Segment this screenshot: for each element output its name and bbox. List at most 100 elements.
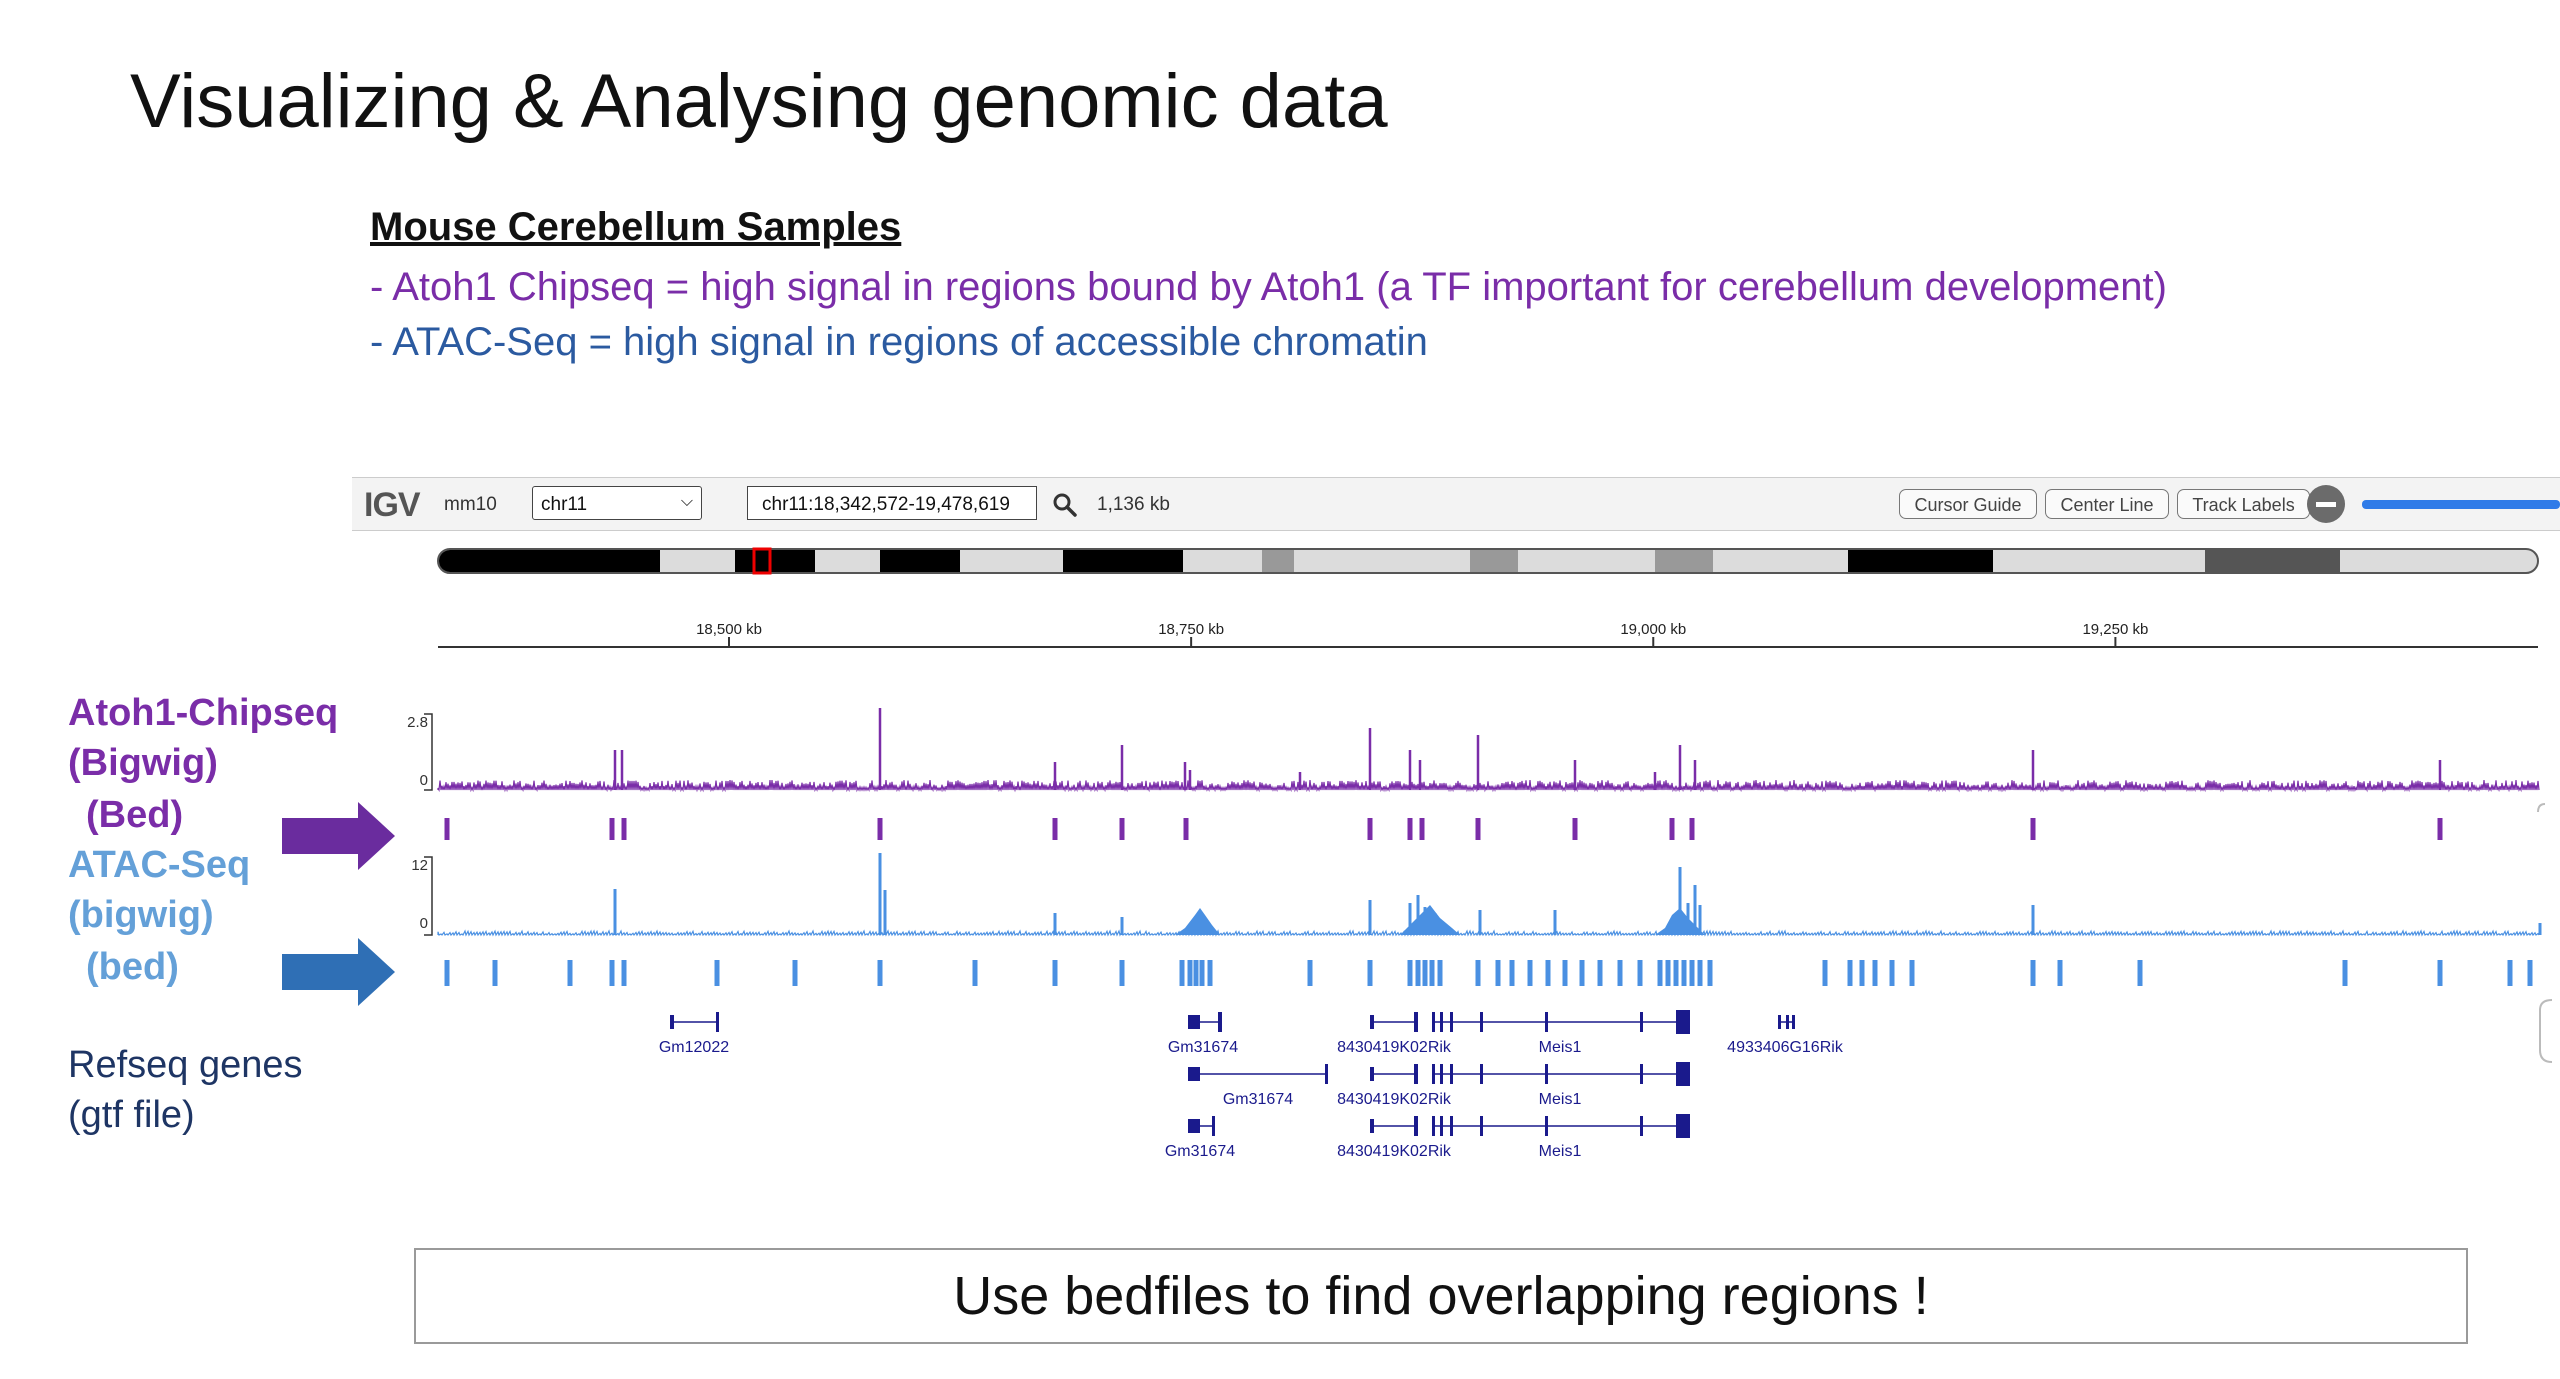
ruler-tick-label: 19,000 kb bbox=[1620, 621, 1686, 638]
atoh1-scale: 2.8 0 bbox=[407, 713, 433, 791]
atoh1-bed-label: (Bed) bbox=[86, 794, 184, 836]
atoh1-bed-feature bbox=[621, 818, 627, 840]
track-labels-button[interactable]: Track Labels bbox=[2177, 489, 2310, 519]
atac-bed-feature bbox=[1681, 960, 1687, 986]
atac-bed-feature bbox=[972, 960, 978, 986]
atac-bed-feature bbox=[1665, 960, 1671, 986]
atac-bed-feature bbox=[1562, 960, 1568, 986]
atoh1-bed-feature bbox=[1183, 818, 1189, 840]
igv-logo: IGV bbox=[364, 486, 421, 524]
gene-exon bbox=[1545, 1012, 1548, 1032]
atoh1-bed-feature bbox=[1419, 818, 1425, 840]
atac-bed-feature bbox=[492, 960, 498, 986]
gene-exon bbox=[1450, 1116, 1453, 1136]
atac-bed-feature bbox=[1509, 960, 1515, 986]
atac-bed-feature bbox=[2057, 960, 2063, 986]
atoh1-bed-track[interactable] bbox=[444, 818, 2443, 840]
slide-title: Visualizing & Analysing genomic data bbox=[130, 59, 1388, 144]
gene-exon bbox=[1414, 1116, 1418, 1136]
atac-bed-feature bbox=[1422, 960, 1428, 986]
gene-label: 8430419K02Rik bbox=[1337, 1143, 1452, 1160]
atac-bed-feature bbox=[1579, 960, 1585, 986]
atac-bed-feature bbox=[877, 960, 883, 986]
purple-arrow-icon bbox=[282, 802, 395, 870]
search-icon[interactable] bbox=[1052, 492, 1078, 518]
atac-bed-feature bbox=[1367, 960, 1373, 986]
zoom-slider[interactable] bbox=[2362, 500, 2560, 509]
atac-scale-max: 12 bbox=[411, 857, 428, 874]
gene-label: Gm31674 bbox=[1223, 1091, 1293, 1108]
chromosome-select[interactable]: chr11 ⌵ bbox=[532, 486, 702, 520]
atoh1-bed-feature bbox=[1475, 818, 1481, 840]
atoh1-bed-feature bbox=[2030, 818, 2036, 840]
gene-exon bbox=[1640, 1116, 1643, 1136]
atac-bed-feature bbox=[621, 960, 627, 986]
atac-bed-feature bbox=[1199, 960, 1205, 986]
atac-bed-feature bbox=[609, 960, 615, 986]
atac-broad-peak bbox=[1400, 905, 1460, 935]
gene-exon bbox=[1640, 1064, 1643, 1084]
atac-bed-feature bbox=[1495, 960, 1501, 986]
atac-broad-peak bbox=[1175, 908, 1220, 935]
ruler-tick-label: 18,750 kb bbox=[1158, 621, 1224, 638]
chromosome-ideogram[interactable] bbox=[437, 547, 2539, 575]
atac-bed-feature bbox=[1407, 960, 1413, 986]
gene-exon bbox=[1786, 1015, 1789, 1029]
gene-exon bbox=[1325, 1064, 1328, 1084]
gene-label: 8430419K02Rik bbox=[1337, 1039, 1452, 1056]
gene-exon bbox=[1188, 1015, 1200, 1029]
atoh1-bed-feature bbox=[1119, 818, 1125, 840]
atac-bed-feature bbox=[1822, 960, 1828, 986]
gene-exon bbox=[1545, 1064, 1548, 1084]
atac-bed-feature bbox=[1437, 960, 1443, 986]
atac-bigwig-track[interactable] bbox=[437, 853, 2542, 937]
refseq-gene-track[interactable]: Gm12022 Gm31674 8430419K02Rik Meis1 4933406G… bbox=[659, 1010, 1844, 1160]
atac-bed-track[interactable] bbox=[444, 960, 2533, 986]
atoh1-scale-min: 0 bbox=[420, 772, 428, 789]
atac-bed-feature bbox=[2437, 960, 2443, 986]
atac-bed-feature bbox=[1193, 960, 1199, 986]
gene-exon bbox=[1370, 1067, 1374, 1081]
atac-bed-feature bbox=[1307, 960, 1313, 986]
atac-scale: 12 0 bbox=[411, 856, 433, 936]
genome-label[interactable]: mm10 bbox=[444, 494, 497, 515]
subheading: Mouse Cerebellum Samples bbox=[370, 205, 902, 249]
atac-bed-feature bbox=[2137, 960, 2143, 986]
atac-bed-feature bbox=[1859, 960, 1865, 986]
gene-label: Meis1 bbox=[1539, 1143, 1582, 1160]
atoh1-scale-max: 2.8 bbox=[407, 714, 428, 731]
current-region-marker bbox=[752, 547, 772, 575]
atoh1-bed-feature bbox=[877, 818, 883, 840]
atac-bed-feature bbox=[792, 960, 798, 986]
gene-exon bbox=[1450, 1064, 1453, 1084]
atoh1-label-line2: (Bigwig) bbox=[68, 742, 218, 785]
atac-bed-feature bbox=[1187, 960, 1193, 986]
zoom-out-icon[interactable] bbox=[2307, 485, 2345, 523]
ruler: 18,500 kb 18,750 kb 19,000 kb 19,250 kb bbox=[438, 621, 2538, 648]
atac-bed-feature bbox=[1545, 960, 1551, 986]
atac-bed-feature bbox=[1909, 960, 1915, 986]
gene-exon bbox=[1432, 1012, 1435, 1032]
atac-label-line2: (bigwig) bbox=[68, 894, 214, 937]
gene-exon bbox=[1188, 1119, 1200, 1133]
center-line-button[interactable]: Center Line bbox=[2045, 489, 2169, 519]
atac-bed-feature bbox=[567, 960, 573, 986]
atac-bed-feature bbox=[1617, 960, 1623, 986]
atac-bed-feature bbox=[714, 960, 720, 986]
gene-exon bbox=[1440, 1116, 1443, 1136]
gene-label: Gm12022 bbox=[659, 1039, 729, 1056]
chromosome-value: chr11 bbox=[541, 494, 588, 515]
atac-bed-feature bbox=[2527, 960, 2533, 986]
gene-exon bbox=[1480, 1116, 1483, 1136]
cursor-guide-button[interactable]: Cursor Guide bbox=[1899, 489, 2037, 519]
atoh1-track-label: Atoh1-Chipseq (Bigwig) bbox=[68, 688, 338, 788]
footer-callout: Use bedfiles to find overlapping regions… bbox=[414, 1248, 2468, 1344]
chevron-down-icon: ⌵ bbox=[680, 493, 693, 510]
atac-bed-feature bbox=[2342, 960, 2348, 986]
atac-bed-label: (bed) bbox=[86, 946, 179, 988]
gene-exon bbox=[1440, 1012, 1443, 1032]
locus-input[interactable]: chr11:18,342,572-19,478,619 bbox=[747, 486, 1037, 520]
atoh1-bed-feature bbox=[1689, 818, 1695, 840]
atoh1-bigwig-track[interactable] bbox=[437, 708, 2540, 793]
